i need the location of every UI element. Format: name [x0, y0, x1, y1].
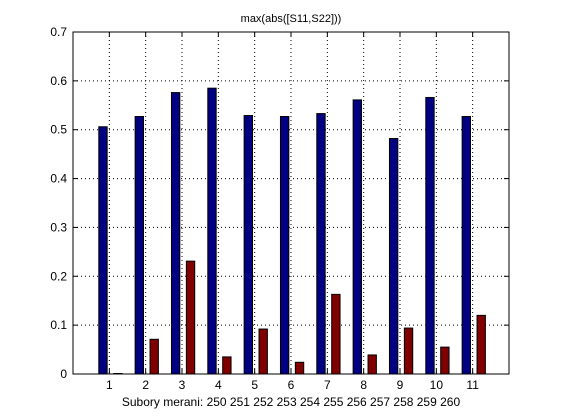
- bar-series-1-10: [425, 96, 435, 375]
- y-tick-label: 0.1: [50, 318, 67, 332]
- bar-series-2-4: [222, 356, 232, 375]
- bar-series-2-2: [149, 338, 159, 375]
- y-tick-label: 0.3: [50, 220, 67, 234]
- bar-series-2-6: [294, 361, 305, 375]
- bar-series-2-3: [185, 260, 196, 375]
- y-tick-label: 0.7: [50, 25, 67, 39]
- bar-series-1-8: [352, 99, 362, 375]
- bar-series-1-11: [461, 116, 471, 375]
- y-tick-label: 0.4: [50, 172, 67, 186]
- x-tick-label: 10: [430, 378, 444, 392]
- bar-series-2-9: [403, 327, 414, 375]
- x-tick-label: 7: [324, 378, 331, 392]
- x-tick-label: 3: [179, 378, 186, 392]
- bar-series-1-5: [243, 115, 253, 375]
- x-tick-label: 5: [251, 378, 258, 392]
- grid-lines: [73, 32, 509, 374]
- bar-series-2-10: [440, 346, 450, 375]
- x-axis-label: Subory merani: 250 251 252 253 254 255 2…: [122, 395, 461, 409]
- y-tick-label: 0.6: [50, 74, 67, 88]
- bar-series-1-2: [134, 116, 144, 375]
- bar-series-2-11: [476, 314, 486, 375]
- chart-title: max(abs([S11,S22])): [241, 13, 342, 25]
- bar-series-1-4: [207, 87, 217, 375]
- bar-series-1-1: [98, 126, 108, 375]
- y-tick-label: 0.5: [50, 123, 67, 137]
- bar-series-2-7: [331, 293, 341, 375]
- bar-series-1-6: [279, 116, 290, 375]
- axis-ticks: 0 0.1 0.2 0.3 0.4 0.5 0.6 0.7 1 2 3 4 5 6 7 8 9 10 11: [50, 25, 509, 392]
- x-tick-label: 2: [142, 378, 149, 392]
- x-tick-label: 4: [215, 378, 222, 392]
- bar-series-1-3: [170, 92, 181, 375]
- bar-series-2-8: [367, 354, 377, 375]
- x-tick-label: 1: [106, 378, 113, 392]
- y-tick-label: 0: [60, 367, 67, 381]
- x-tick-label: 11: [466, 378, 479, 392]
- y-tick-label: 0.2: [50, 269, 67, 283]
- x-tick-label: 6: [288, 378, 295, 392]
- bar-series-1-9: [388, 138, 399, 375]
- bar-series-1-7: [316, 113, 326, 375]
- bar-series-2-5: [258, 328, 268, 375]
- x-tick-label: 8: [360, 378, 367, 392]
- x-tick-label: 9: [397, 378, 404, 392]
